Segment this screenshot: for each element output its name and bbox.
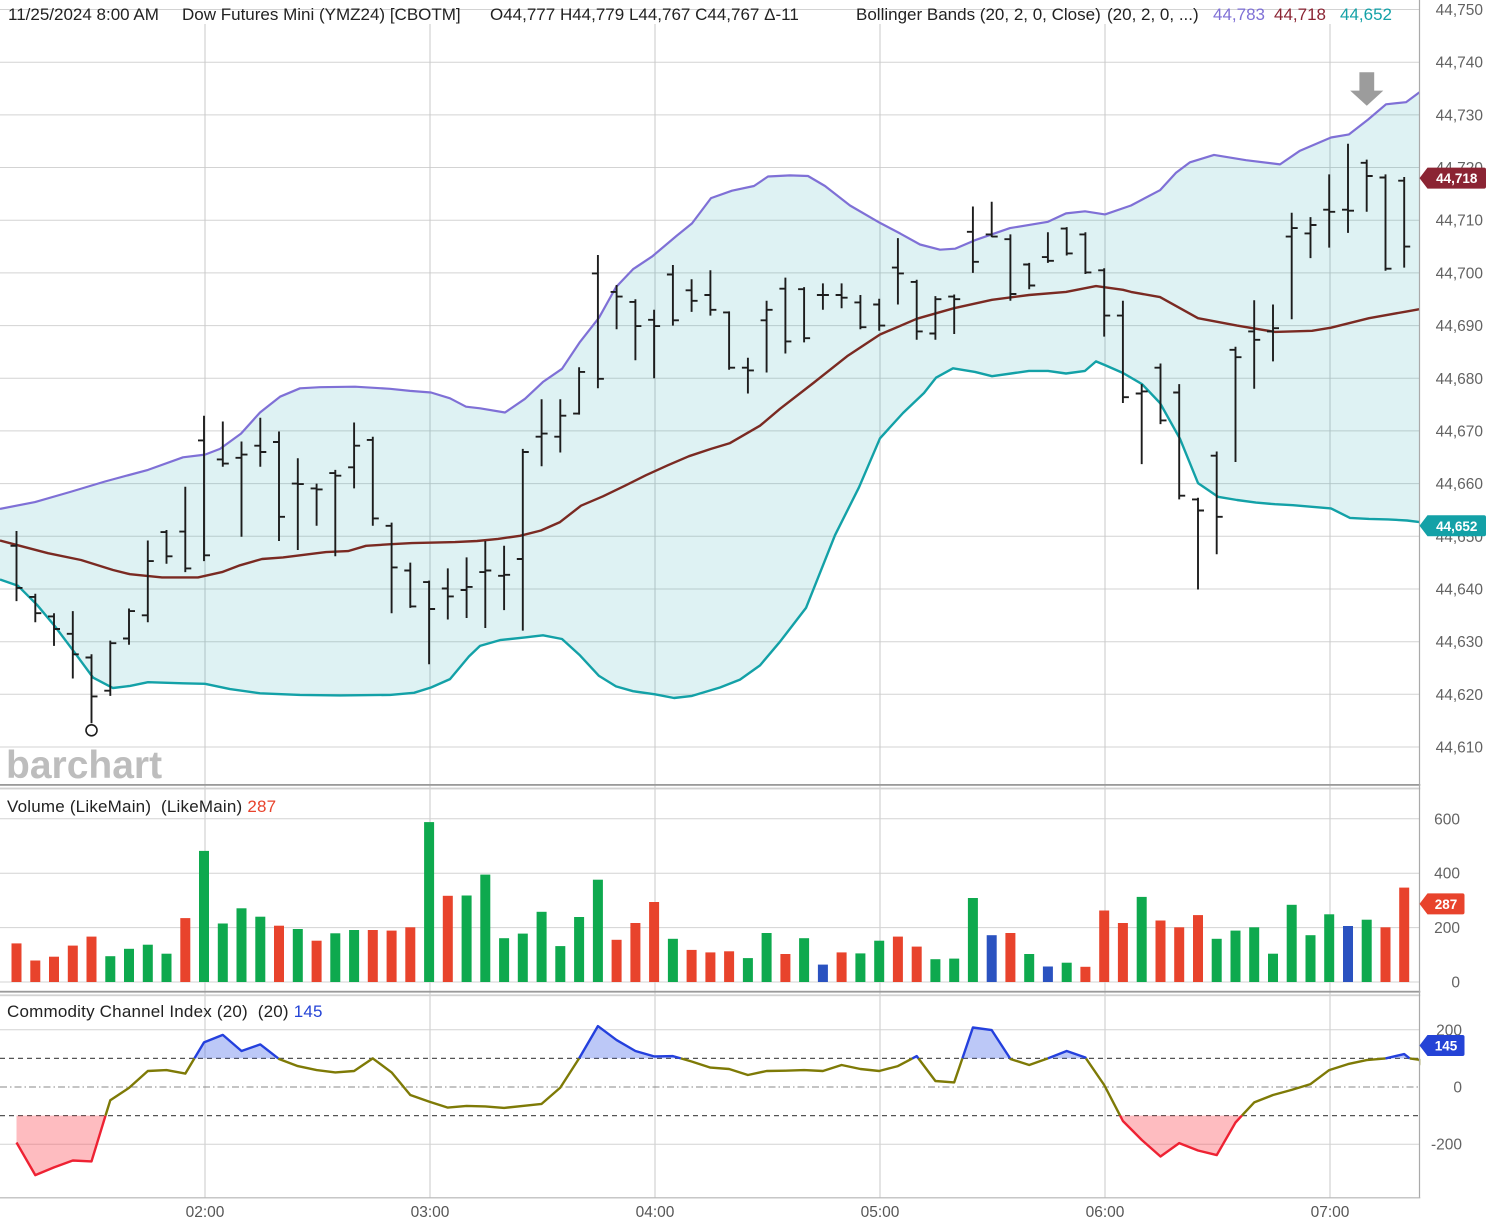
svg-text:Commodity Channel Index (20): Commodity Channel Index (20) (20) 145 xyxy=(7,1002,323,1021)
svg-text:Dow Futures Mini (YMZ24) [CBOT: Dow Futures Mini (YMZ24) [CBOTM] xyxy=(182,5,461,24)
svg-text:11/25/2024 8:00 AM: 11/25/2024 8:00 AM xyxy=(8,5,159,24)
svg-text:400: 400 xyxy=(1434,866,1460,883)
svg-text:44,750: 44,750 xyxy=(1436,2,1484,19)
svg-text:44,718: 44,718 xyxy=(1274,5,1326,24)
svg-text:03:00: 03:00 xyxy=(411,1204,450,1221)
svg-text:44,610: 44,610 xyxy=(1436,740,1484,757)
svg-text:44,680: 44,680 xyxy=(1436,371,1484,388)
svg-text:0: 0 xyxy=(1453,1080,1462,1097)
svg-text:44,640: 44,640 xyxy=(1436,582,1484,599)
svg-text:barchart: barchart xyxy=(6,744,162,787)
svg-text:44,652: 44,652 xyxy=(1340,5,1392,24)
svg-text:02:00: 02:00 xyxy=(186,1204,225,1221)
svg-text:Volume (LikeMain) (LikeMain): Volume (LikeMain) (LikeMain) 287 xyxy=(7,797,276,816)
svg-text:44,630: 44,630 xyxy=(1436,634,1484,651)
svg-text:44,652: 44,652 xyxy=(1436,519,1477,534)
svg-text:-200: -200 xyxy=(1431,1137,1462,1154)
svg-text:145: 145 xyxy=(1435,1039,1458,1054)
svg-text:44,740: 44,740 xyxy=(1436,55,1484,72)
svg-text:44,660: 44,660 xyxy=(1436,476,1484,493)
svg-text:287: 287 xyxy=(1435,897,1458,912)
svg-text:0: 0 xyxy=(1451,975,1460,992)
svg-text:44,710: 44,710 xyxy=(1436,213,1484,230)
svg-text:Bollinger Bands (20, 2, 0, Clo: Bollinger Bands (20, 2, 0, Close) xyxy=(856,5,1101,24)
svg-text:05:00: 05:00 xyxy=(861,1204,900,1221)
svg-text:44,783: 44,783 xyxy=(1213,5,1265,24)
svg-text:44,730: 44,730 xyxy=(1436,107,1484,124)
svg-text:44,620: 44,620 xyxy=(1436,687,1484,704)
svg-text:44,718: 44,718 xyxy=(1436,171,1478,186)
svg-text:(20, 2, 0, ...): (20, 2, 0, ...) xyxy=(1107,5,1199,24)
svg-text:O44,777 H44,779 L44,767 C44,76: O44,777 H44,779 L44,767 C44,767 Δ-11 xyxy=(490,5,799,24)
svg-text:07:00: 07:00 xyxy=(1311,1204,1350,1221)
svg-text:44,670: 44,670 xyxy=(1436,423,1484,440)
svg-text:04:00: 04:00 xyxy=(636,1204,675,1221)
svg-text:44,690: 44,690 xyxy=(1436,318,1484,335)
svg-text:600: 600 xyxy=(1434,811,1460,828)
svg-text:200: 200 xyxy=(1434,920,1460,937)
svg-text:44,700: 44,700 xyxy=(1436,265,1484,282)
svg-text:06:00: 06:00 xyxy=(1086,1204,1125,1221)
